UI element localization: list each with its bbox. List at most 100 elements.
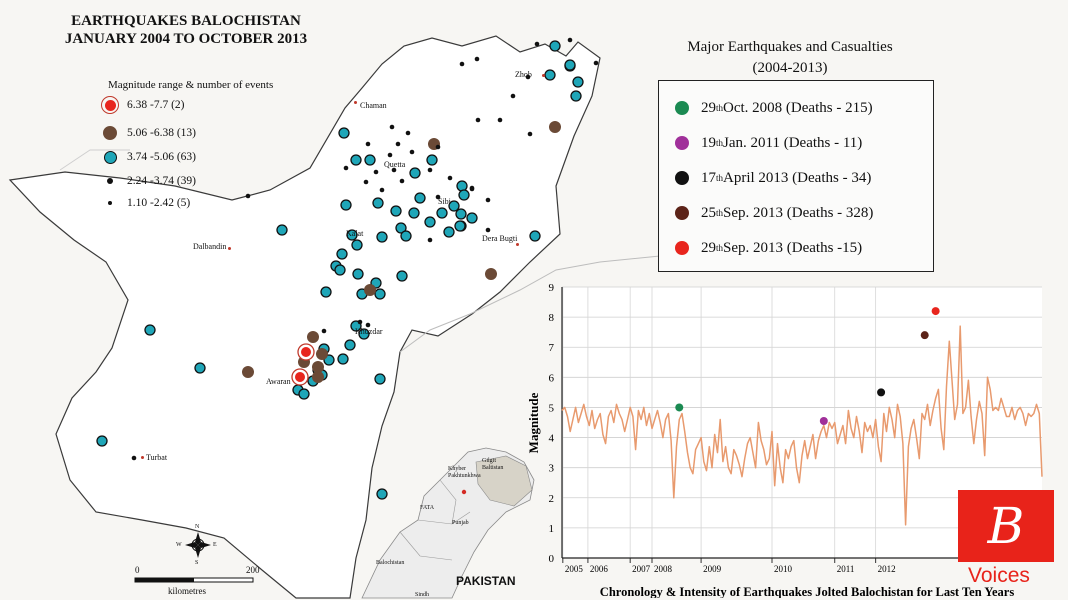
city-label-zhob: Zhob — [515, 70, 532, 79]
inset-label-pakistan: PAKISTAN — [456, 574, 516, 588]
event-marker-black — [497, 117, 503, 123]
event-marker-black — [391, 167, 397, 173]
inset-label-sindh: Sindh — [415, 592, 430, 598]
logo-letter: B — [987, 497, 1025, 555]
y-tick-label: 4 — [549, 433, 555, 445]
event-marker-black — [405, 130, 411, 136]
event-marker-teal — [374, 288, 386, 300]
y-tick-label: 8 — [549, 312, 555, 324]
event-marker-black — [409, 149, 415, 155]
inset-label-punjab: Punjab — [452, 520, 469, 526]
event-marker-teal — [340, 199, 352, 211]
event-marker-black — [387, 152, 393, 158]
event-marker-black — [131, 455, 137, 461]
event-marker-black — [427, 237, 433, 243]
event-marker-black — [435, 144, 441, 150]
event-marker-teal — [298, 388, 310, 400]
event-marker-teal — [276, 224, 288, 236]
event-marker-black — [474, 56, 480, 62]
event-marker-black — [435, 194, 441, 200]
event-marker-black — [379, 187, 385, 193]
event-marker-teal — [454, 220, 466, 232]
scale-max-label: 200 — [246, 565, 260, 575]
event-marker-teal — [426, 154, 438, 166]
event-marker-teal — [400, 230, 412, 242]
event-marker-teal — [572, 76, 584, 88]
y-tick-label: 6 — [549, 372, 555, 384]
y-tick-label: 9 — [549, 282, 555, 294]
event-marker-red — [295, 372, 305, 382]
event-marker-black — [373, 169, 379, 175]
event-marker-teal — [436, 207, 448, 219]
x-tick-label: 2006 — [590, 564, 609, 574]
chart-title: Chronology & Intensity of Earthquakes Jo… — [600, 585, 1015, 598]
highlight-point — [877, 388, 886, 397]
earthquake-events — [96, 37, 599, 500]
event-marker-teal — [376, 488, 388, 500]
event-marker-teal — [570, 90, 582, 102]
event-marker-teal — [458, 189, 470, 201]
b-voices-logo: B — [958, 490, 1054, 562]
compass-rose — [185, 532, 211, 558]
pakistan-inset-map — [361, 447, 535, 599]
legend-item-brown: 5.06 -6.38 (13) — [100, 122, 196, 144]
y-tick-label: 7 — [549, 342, 555, 354]
scale-unit-label: kilometres — [168, 586, 206, 596]
y-tick-label: 3 — [549, 463, 555, 475]
event-marker-teal — [564, 59, 576, 71]
event-marker-teal — [544, 69, 556, 81]
city-label-turbat: Turbat — [146, 453, 168, 462]
magnitude-series-line — [561, 325, 1043, 526]
city-marker — [141, 456, 144, 459]
event-marker-black — [245, 193, 251, 199]
inset-islamabad-marker — [461, 489, 467, 495]
event-marker-teal — [443, 226, 455, 238]
highlight-point — [675, 403, 684, 412]
x-tick-label: 2012 — [878, 564, 896, 574]
event-marker-black — [343, 165, 349, 171]
event-marker-black — [593, 60, 599, 66]
legend-item-black: 2.24 -3.74 (39) — [100, 170, 196, 192]
casualty-color-dot — [675, 171, 689, 185]
event-marker-brown — [312, 371, 324, 383]
x-tick-label: 2011 — [837, 564, 855, 574]
event-marker-black — [389, 124, 395, 130]
event-marker-black — [510, 93, 516, 99]
x-tick-label: 2005 — [565, 564, 584, 574]
city-label-khuzdar: Khuzdar — [355, 327, 383, 336]
event-marker-black — [365, 141, 371, 147]
event-marker-brown — [316, 348, 328, 360]
legend-item-small: 1.10 -2.42 (5) — [100, 192, 190, 214]
city-label-quetta: Quetta — [384, 160, 406, 169]
event-marker-black — [534, 41, 540, 47]
event-marker-black — [485, 227, 491, 233]
event-marker-teal — [456, 180, 468, 192]
x-tick-label: 2007 — [632, 564, 651, 574]
event-marker-black — [399, 178, 405, 184]
y-tick-label: 2 — [549, 493, 555, 505]
compass-n: N — [195, 524, 200, 530]
event-marker-teal — [549, 40, 561, 52]
event-marker-teal — [336, 248, 348, 260]
inset-label-fata: FATA — [420, 505, 435, 511]
highlight-point — [920, 331, 929, 340]
event-marker-teal — [96, 435, 108, 447]
event-marker-teal — [338, 127, 350, 139]
event-marker-brown — [242, 366, 254, 378]
legend-item-teal: 3.74 -5.06 (63) — [100, 146, 196, 168]
event-marker-teal — [409, 167, 421, 179]
event-marker-teal — [364, 154, 376, 166]
event-marker-teal — [194, 362, 206, 374]
scale-zero-label: 0 — [135, 565, 140, 575]
event-marker-teal — [346, 229, 358, 241]
event-marker-teal — [466, 212, 478, 224]
event-marker-black — [475, 117, 481, 123]
casualty-color-dot — [675, 241, 689, 255]
event-marker-teal — [408, 207, 420, 219]
event-marker-teal — [334, 264, 346, 276]
event-marker-brown — [307, 331, 319, 343]
